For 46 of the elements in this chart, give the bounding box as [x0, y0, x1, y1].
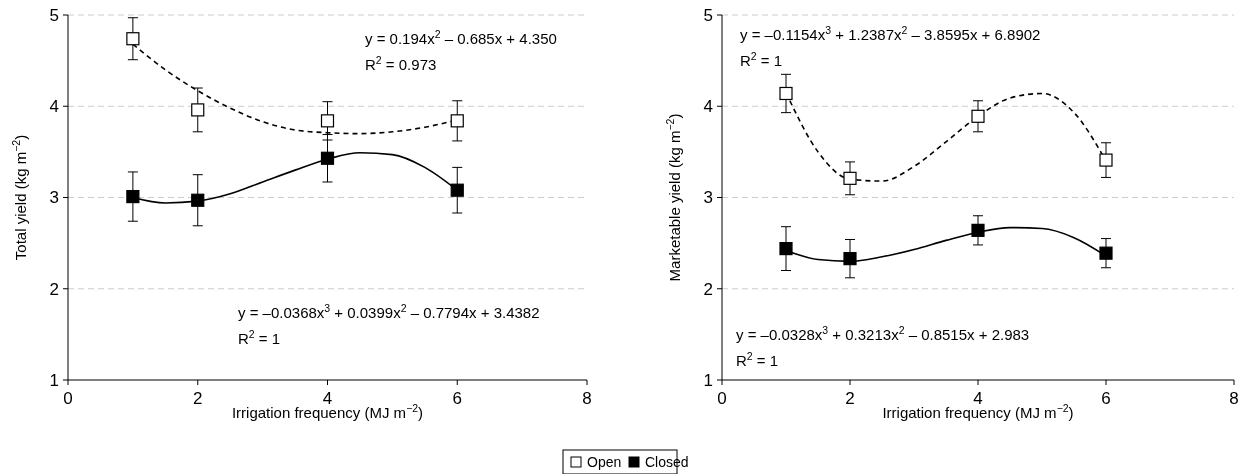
point: [191, 193, 205, 207]
annotation: R$^{2}$ = 0.973: [365, 54, 437, 73]
x-tick-label: 4: [973, 389, 983, 408]
annotation: R$^{2}$ = 1: [740, 50, 783, 69]
x-tick-label: 0: [717, 389, 727, 408]
point: [450, 114, 464, 128]
y-tick-label: 5: [49, 5, 59, 25]
annotation: R$^{2}$ = 1: [238, 328, 281, 347]
point: [320, 151, 335, 165]
x-tick-label: 6: [452, 389, 462, 408]
y-tick-label: 4: [703, 97, 713, 117]
point: [779, 242, 793, 256]
y-tick-label: 5: [703, 5, 713, 25]
point: [450, 183, 464, 197]
y-tick-label: 1: [703, 370, 713, 390]
x-tick-label: 6: [1101, 389, 1111, 408]
y-tick-label: 2: [703, 279, 713, 299]
y-tick-label: 3: [703, 188, 713, 208]
x-tick-label: 2: [193, 389, 203, 408]
annotation: y = –0.1154x$^{3}$ + 1.2387x$^{2}$ – 3.8595x + 6.8902: [740, 24, 1041, 43]
x-tick-label: 2: [845, 389, 855, 408]
x-tick-label: 8: [582, 389, 592, 408]
point: [843, 171, 857, 185]
point: [126, 32, 140, 46]
x-tick-label: 4: [322, 389, 333, 408]
annotation: y = –0.0328x$^{3}$ + 0.3213x$^{2}$ – 0.8515x + 2.983: [736, 324, 1030, 343]
x-tick-label: 8: [1229, 389, 1239, 408]
legend-label: Open: [587, 454, 622, 470]
point: [779, 86, 793, 101]
y-tick-label: 3: [49, 188, 59, 208]
point: [320, 114, 335, 128]
point: [1099, 246, 1113, 260]
annotation: y = –0.0368x$^{3}$ + 0.0399x$^{2}$ – 0.7794x + 3.4382: [238, 302, 540, 321]
point: [1099, 153, 1113, 167]
x-tick-label: 0: [63, 389, 73, 408]
point: [843, 252, 857, 266]
point: [191, 103, 205, 117]
point: [126, 189, 140, 204]
annotation: R$^{2}$ = 1: [736, 350, 779, 369]
legend-label: Closed: [645, 454, 689, 470]
point: [971, 223, 985, 237]
y-tick-label: 4: [49, 97, 59, 117]
y-tick-label: 1: [49, 370, 59, 390]
annotation: y = 0.194x$^{2}$ – 0.685x + 4.350: [365, 28, 557, 47]
y-tick-label: 2: [49, 279, 59, 299]
point: [971, 109, 985, 123]
